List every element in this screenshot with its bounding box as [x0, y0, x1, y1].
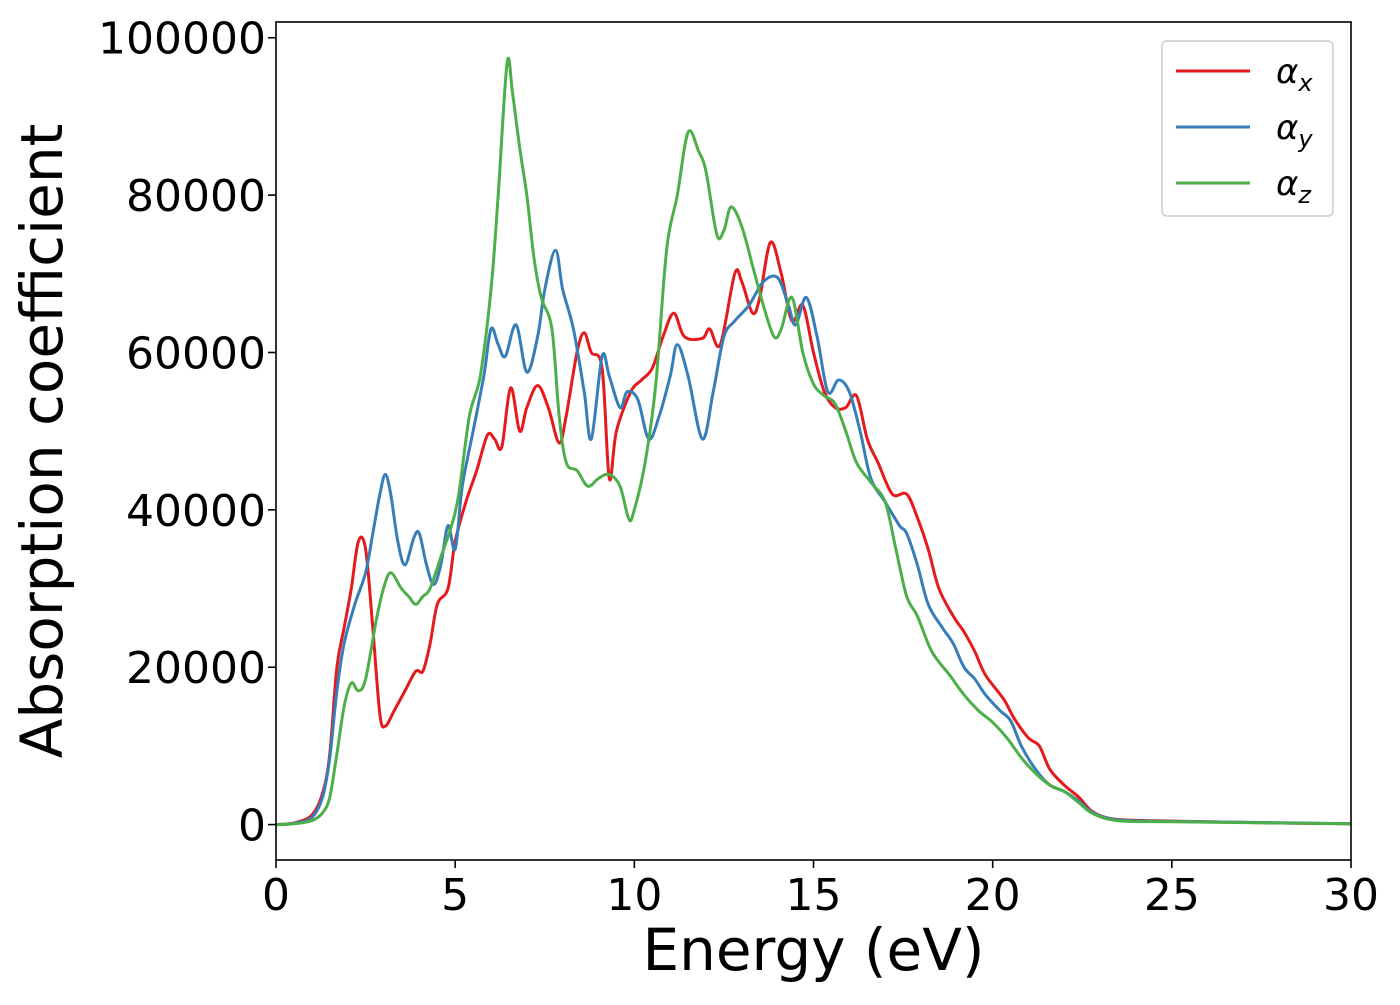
x-tick-label: 5	[441, 870, 469, 921]
legend-label-y: αy	[1276, 108, 1313, 153]
legend: αx αy αz	[1161, 40, 1334, 217]
x-tick-label: 15	[786, 870, 842, 921]
y-tick-label: 80000	[126, 171, 266, 222]
x-tick-label: 10	[606, 870, 662, 921]
y-tick-label: 60000	[126, 328, 266, 379]
y-axis-title: Absorption coefficient	[8, 124, 76, 759]
y-tick-label: 40000	[126, 486, 266, 537]
legend-label-x: αx	[1276, 52, 1313, 97]
x-tick-label: 25	[1144, 870, 1200, 921]
y-tick-label: 100000	[98, 14, 266, 65]
y-tick-label: 0	[238, 801, 266, 852]
x-tick-label: 20	[965, 870, 1021, 921]
x-tick-label: 0	[262, 870, 290, 921]
x-tick-label: 30	[1323, 870, 1379, 921]
x-axis-title: Energy (eV)	[642, 916, 984, 984]
legend-label-z: αz	[1276, 164, 1312, 209]
series-line-x	[276, 240, 1351, 827]
y-tick-label: 20000	[126, 643, 266, 694]
series-line-y	[276, 248, 1351, 827]
series-line-z	[276, 56, 1351, 827]
